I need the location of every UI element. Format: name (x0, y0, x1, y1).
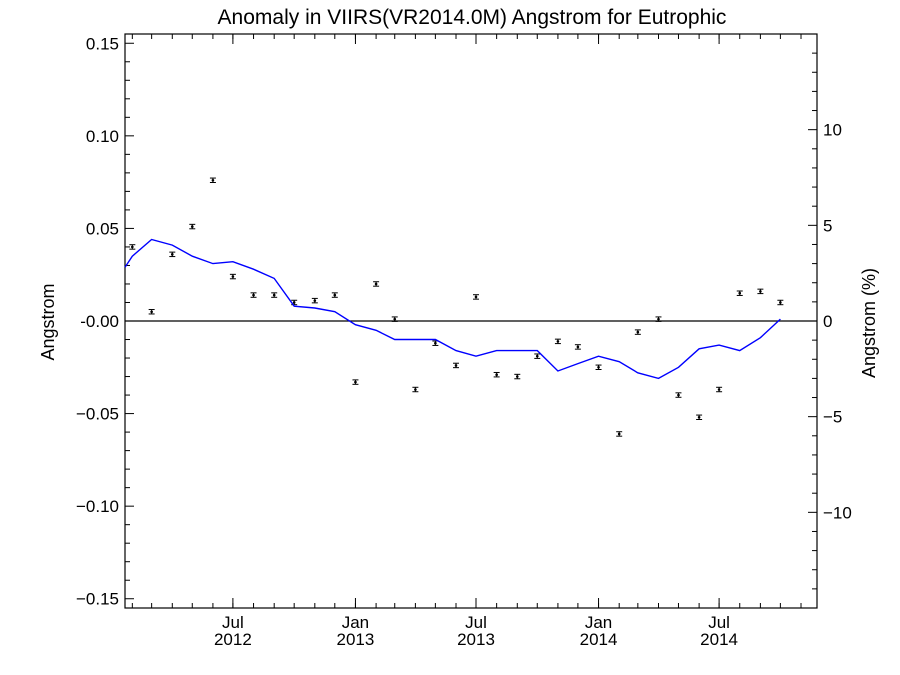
y-tick-label-right: 5 (823, 216, 832, 235)
y-tick-label-left: 0.15 (86, 34, 119, 53)
y-axis-label-right: Angstrom (%) (859, 268, 879, 378)
data-point (474, 295, 478, 299)
data-point (617, 432, 621, 436)
data-point-errorbar (655, 316, 662, 322)
data-point (374, 282, 378, 286)
data-point (636, 330, 640, 334)
data-point-errorbar (250, 292, 257, 298)
x-tick-label-year: 2013 (457, 630, 495, 649)
data-point (150, 310, 153, 314)
x-tick-label-month: Jul (465, 613, 487, 632)
y-tick-label-left: −0.05 (76, 405, 119, 424)
data-point (393, 317, 397, 321)
data-point (190, 225, 194, 228)
y-tick-label-left: -0.00 (80, 312, 119, 331)
y-tick-label-left: −0.15 (76, 590, 119, 609)
data-point-errorbar (493, 371, 500, 378)
chart-title: Anomaly in VIIRS(VR2014.0M) Angstrom for… (218, 6, 727, 29)
x-tick-label-month: Jul (222, 613, 244, 632)
data-point-errorbar (352, 379, 359, 385)
data-point-errorbar (432, 340, 439, 346)
x-tick-label-month: Jan (585, 613, 612, 632)
data-point-errorbar (777, 299, 784, 306)
data-point-errorbar (391, 316, 398, 322)
data-point (717, 388, 721, 391)
y-tick-label-left: 0.05 (86, 219, 119, 238)
data-point-errorbar (291, 299, 298, 306)
data-point (313, 299, 317, 302)
data-point-errorbar (574, 344, 581, 350)
x-tick-label-year: 2014 (700, 630, 738, 649)
data-point-errorbar (331, 292, 338, 298)
data-point-errorbar (229, 273, 236, 280)
data-point-errorbar (514, 373, 521, 380)
data-point-errorbar (271, 292, 278, 298)
data-point-errorbar (148, 309, 155, 315)
data-point (292, 301, 296, 304)
data-point (354, 380, 357, 384)
data-point (779, 301, 782, 304)
data-point-errorbar (311, 297, 318, 304)
data-point (414, 388, 417, 391)
y-axis-label-left: Angstrom (38, 283, 58, 360)
data-point (657, 317, 660, 321)
data-point-errorbar (453, 362, 460, 369)
data-point (597, 365, 600, 369)
y-tick-label-right: −10 (823, 503, 852, 522)
data-point (434, 341, 437, 345)
x-tick-label-year: 2013 (337, 630, 375, 649)
data-point-errorbar (634, 329, 641, 335)
x-tick-label-month: Jan (342, 613, 369, 632)
data-point (697, 415, 701, 419)
data-point-errorbar (696, 414, 703, 421)
data-point-errorbar (209, 177, 216, 183)
x-tick-label-year: 2014 (580, 630, 618, 649)
data-point (231, 275, 235, 278)
data-point (252, 293, 255, 297)
data-point (495, 373, 498, 376)
data-point-errorbar (736, 290, 743, 296)
data-point-errorbar (373, 281, 380, 287)
data-point-errorbar (534, 353, 541, 359)
data-point-errorbar (129, 244, 136, 250)
data-point (131, 245, 134, 249)
data-point (515, 375, 519, 378)
data-point-errorbar (189, 223, 196, 230)
data-point (211, 178, 215, 182)
data-point-errorbar (595, 364, 602, 371)
plot-area: 0.15 0.10 0.05 -0.00 −0.05 −0.10 −0.15 10 5 0 −5 −1… (76, 33, 852, 649)
data-point (738, 291, 742, 295)
x-tick-label-month: Jul (708, 613, 730, 632)
data-point (677, 393, 680, 397)
data-point-errorbar (616, 431, 623, 437)
data-point (170, 253, 174, 256)
data-point (759, 290, 762, 293)
data-point-errorbar (675, 392, 682, 398)
x-tick-label-year: 2012 (214, 630, 252, 649)
data-point-errorbar (412, 386, 419, 393)
y-tick-label-left: 0.10 (86, 127, 119, 146)
data-point (272, 293, 276, 297)
data-point (556, 340, 560, 343)
data-point (535, 354, 539, 358)
data-point (576, 345, 580, 349)
data-point-errorbar (757, 288, 764, 295)
y-tick-label-right: 10 (823, 121, 842, 140)
data-point-errorbar (554, 338, 561, 345)
data-point-errorbar (169, 251, 176, 258)
series-line-blue (124, 238, 781, 380)
data-point (454, 364, 458, 367)
data-point-errorbar (472, 294, 479, 300)
data-point (333, 293, 337, 297)
data-point-errorbar (716, 386, 723, 393)
y-tick-label-left: −0.10 (76, 497, 119, 516)
y-tick-label-right: −5 (823, 408, 842, 427)
y-tick-label-right: 0 (823, 312, 832, 331)
